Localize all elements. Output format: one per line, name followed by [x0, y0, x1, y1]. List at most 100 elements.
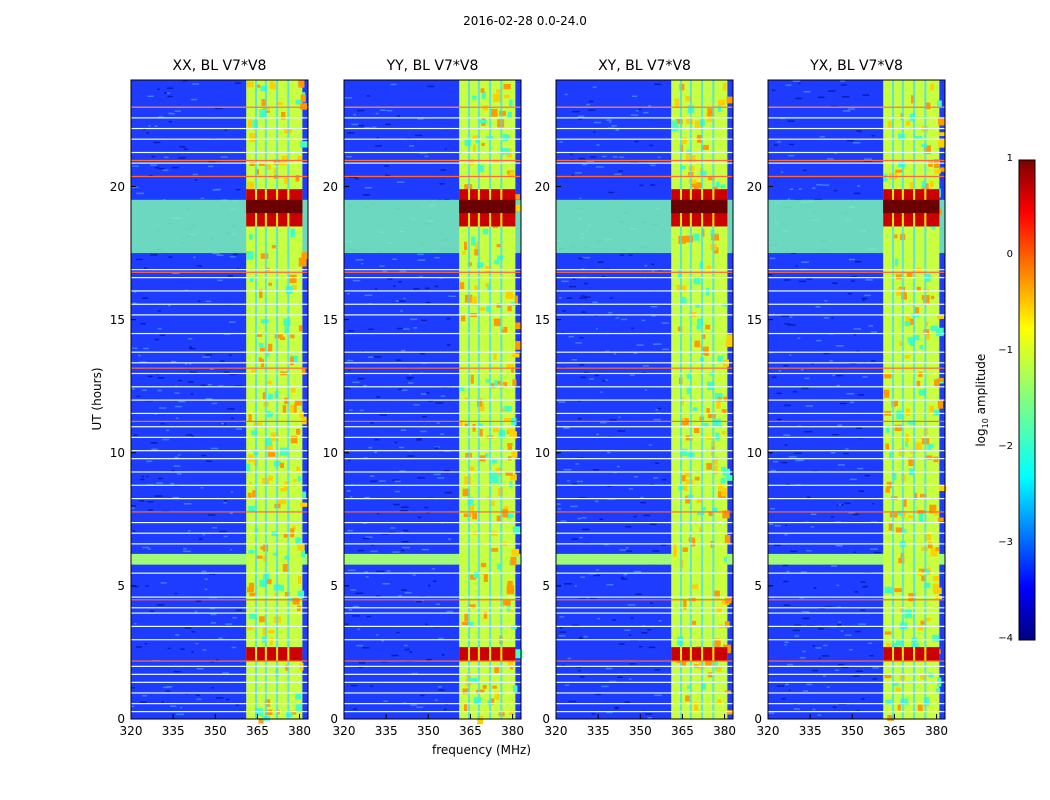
rfi-speck	[923, 145, 931, 155]
rfi-speck	[903, 498, 907, 507]
noise-speck	[400, 429, 407, 431]
noise-speck	[845, 448, 849, 450]
noise-speck	[641, 631, 648, 634]
noise-speck	[218, 637, 223, 639]
flag-line	[556, 436, 733, 438]
noise-speck	[805, 405, 813, 407]
noise-speck	[559, 297, 562, 299]
panel-title: XY, BL V7*V8	[598, 58, 691, 74]
noise-speck	[647, 717, 652, 719]
flag-line	[131, 362, 308, 364]
flag-line	[131, 484, 308, 486]
flag-line-red	[556, 159, 733, 162]
noise-speck	[798, 280, 807, 283]
noise-speck	[612, 156, 618, 158]
flag-line-red	[131, 420, 308, 422]
rfi-speck	[722, 82, 727, 91]
flag-line-red	[556, 511, 733, 513]
noise-speck	[769, 257, 776, 260]
flag-line	[556, 484, 733, 486]
flag-line	[768, 314, 945, 316]
noise-speck	[771, 376, 777, 379]
noise-speck	[134, 187, 138, 190]
noise-speck	[146, 132, 150, 134]
channel-gap-line	[500, 647, 503, 661]
noise-speck	[425, 301, 431, 304]
noise-speck	[862, 376, 868, 378]
noise-speck	[633, 515, 637, 518]
rfi-speck	[939, 167, 945, 172]
noise-speck	[773, 144, 778, 146]
noise-speck	[640, 496, 644, 499]
noise-speck	[849, 478, 857, 481]
rfi-speck	[300, 94, 306, 103]
flag-line-red	[344, 106, 521, 108]
rfi-speck	[492, 685, 497, 689]
noise-speck	[801, 369, 804, 371]
rfi-speck	[258, 717, 264, 724]
noise-speck	[844, 502, 851, 505]
rfi-speck	[459, 282, 465, 290]
rfi-speck	[916, 380, 921, 388]
rfi-speck	[265, 699, 271, 707]
noise-speck	[444, 148, 447, 150]
noise-speck	[647, 629, 652, 631]
noise-speck	[823, 644, 828, 647]
noise-speck	[364, 294, 373, 296]
flag-line-red	[768, 660, 945, 662]
noise-speck	[196, 600, 202, 602]
flag-line	[556, 521, 733, 524]
flag-line-red	[768, 175, 945, 178]
rfi-speck	[464, 476, 472, 485]
panel-title: YY, BL V7*V8	[386, 58, 479, 74]
noise-speck	[608, 121, 612, 123]
rfi-speck	[290, 228, 296, 238]
noise-speck	[619, 156, 625, 158]
rfi-speck	[711, 234, 719, 241]
noise-speck	[400, 510, 409, 512]
noise-speck	[422, 415, 428, 418]
channel-gap-line	[477, 647, 480, 661]
noise-speck	[185, 289, 188, 291]
noise-speck	[600, 391, 603, 393]
noise-speck	[844, 634, 852, 637]
noise-speck	[561, 664, 566, 667]
rfi-speck	[505, 134, 511, 140]
flag-line	[344, 303, 521, 305]
noise-speck	[167, 92, 170, 95]
noise-speck	[196, 698, 202, 701]
rfi-speck	[494, 259, 499, 265]
rfi-speck	[932, 583, 940, 593]
rfi-speck	[492, 428, 499, 433]
flag-line	[131, 673, 308, 675]
rfi-speck	[492, 93, 501, 103]
noise-speck	[797, 337, 801, 340]
flag-line	[344, 290, 521, 292]
rfi-speck	[930, 325, 939, 331]
noise-speck	[601, 275, 605, 278]
noise-speck	[617, 465, 620, 468]
noise-speck	[800, 571, 807, 573]
noise-speck	[638, 646, 643, 648]
rfi-speck	[272, 552, 278, 556]
noise-speck	[562, 310, 566, 312]
flag-line	[131, 572, 308, 574]
noise-speck	[437, 477, 445, 479]
noise-speck	[603, 543, 609, 546]
noise-speck	[163, 156, 169, 159]
noise-speck	[144, 642, 148, 645]
rfi-speck	[281, 111, 286, 120]
noise-speck	[789, 550, 798, 553]
noise-speck	[411, 672, 418, 675]
noise-speck	[792, 391, 798, 393]
noise-speck	[854, 261, 862, 263]
noise-speck	[364, 571, 369, 573]
noise-speck	[872, 502, 875, 505]
noise-speck	[871, 134, 875, 137]
rfi-speck	[248, 582, 255, 591]
noise-speck	[654, 694, 662, 697]
noise-speck	[380, 639, 385, 642]
noise-speck	[789, 143, 795, 146]
rfi-speck	[257, 333, 263, 337]
noise-speck	[864, 474, 871, 477]
